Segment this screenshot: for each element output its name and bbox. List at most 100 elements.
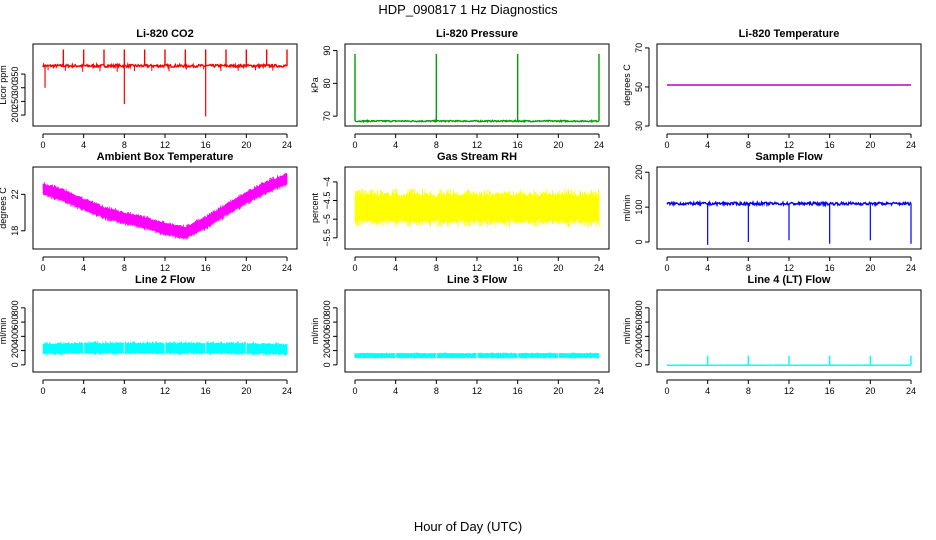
panel-7: Line 2 Flow 0 4 8 12 16 20 24 0 200400600800ml/mi… — [0, 274, 298, 396]
x-tick-label: 4 — [393, 386, 398, 396]
x-tick-label: 12 — [160, 263, 170, 273]
x-tick-label: 0 — [352, 263, 357, 273]
x-tick-label: 12 — [784, 386, 794, 396]
plot-frame — [656, 289, 922, 373]
x-tick-label: 24 — [594, 263, 604, 273]
y-axis-label: ml/min — [0, 318, 8, 345]
panel-title: Li-820 CO2 — [136, 28, 193, 40]
x-tick-label: 4 — [705, 140, 710, 150]
x-tick-label: 4 — [705, 263, 710, 273]
panel-title: Ambient Box Temperature — [97, 151, 234, 163]
panel-title: Line 2 Flow — [135, 274, 195, 286]
x-axis: 0 4 8 12 16 20 24 — [40, 379, 292, 396]
y-axis-label: ml/min — [622, 318, 632, 345]
x-axis: 0 4 8 12 16 20 24 — [352, 379, 604, 396]
x-tick-label: 8 — [434, 140, 439, 150]
x-tick-label: 24 — [282, 140, 292, 150]
y-tick-label: −4.5 — [322, 192, 332, 210]
panel-title: Li-820 Pressure — [436, 28, 518, 40]
x-tick-label: 4 — [81, 140, 86, 150]
x-tick-label: 8 — [746, 386, 751, 396]
y-axis-label: kPa — [310, 77, 320, 93]
panel-title: Li-820 Temperature — [739, 28, 840, 40]
y-tick-label: −5.5 — [322, 229, 332, 247]
x-tick-label: 20 — [865, 140, 875, 150]
x-tick-label: 0 — [40, 386, 45, 396]
y-tick-label: 0 — [634, 362, 644, 367]
x-tick-label: 12 — [472, 386, 482, 396]
panel-2: Li-820 Pressure 0 4 8 12 16 20 24 70 80 90 kPa — [310, 28, 610, 150]
y-tick-label: 22 — [10, 189, 20, 199]
panel-title: Sample Flow — [755, 151, 823, 163]
x-tick-label: 20 — [865, 263, 875, 273]
x-tick-label: 0 — [352, 140, 357, 150]
y-axis-label: ml/min — [310, 318, 320, 345]
x-tick-label: 8 — [122, 386, 127, 396]
y-tick-label: 600 — [322, 315, 332, 330]
x-axis: 0 4 8 12 16 20 24 — [352, 133, 604, 150]
y-axis: 0 100 200 — [634, 165, 650, 245]
y-tick-label: 90 — [322, 46, 332, 56]
x-tick-label: 16 — [513, 263, 523, 273]
x-tick-label: 12 — [160, 140, 170, 150]
x-tick-label: 16 — [513, 386, 523, 396]
plot-frame — [344, 43, 610, 127]
y-tick-label: 30 — [634, 121, 644, 131]
series — [354, 188, 600, 228]
x-tick-label: 16 — [825, 140, 835, 150]
y-tick-label: 800 — [322, 300, 332, 315]
x-tick-label: 20 — [241, 386, 251, 396]
y-tick-label: 800 — [634, 300, 644, 315]
x-tick-label: 24 — [906, 140, 916, 150]
x-tick-label: 16 — [825, 386, 835, 396]
x-tick-label: 16 — [201, 263, 211, 273]
panel-5: Gas Stream RH 0 4 8 12 16 20 24 −5.5 −5 −4.5 −4perc… — [310, 151, 610, 273]
y-axis: 70 80 90 — [322, 46, 338, 121]
y-axis: 30 50 70 — [634, 43, 650, 131]
y-tick-label: 400 — [634, 329, 644, 344]
x-tick-label: 12 — [472, 263, 482, 273]
y-tick-label: 70 — [322, 111, 332, 121]
x-tick-label: 0 — [664, 386, 669, 396]
y-tick-label: 0 — [634, 240, 644, 245]
y-tick-label: 0 — [322, 362, 332, 367]
x-axis: 0 4 8 12 16 20 24 — [664, 133, 916, 150]
x-axis: 0 4 8 12 16 20 24 — [352, 256, 604, 273]
y-tick-label: 50 — [634, 82, 644, 92]
plot-frame — [32, 289, 298, 373]
y-tick-label: 0 — [10, 362, 20, 367]
y-tick-label: 800 — [10, 300, 20, 315]
y-tick-label: 300 — [10, 80, 20, 95]
y-tick-label: 200 — [10, 343, 20, 358]
y-tick-label: 200 — [322, 343, 332, 358]
x-tick-label: 20 — [241, 140, 251, 150]
series — [666, 199, 912, 245]
plot-frame — [656, 43, 922, 127]
plot-frame — [344, 289, 610, 373]
figure-title: HDP_090817 1 Hz Diagnostics — [378, 2, 558, 17]
plot-frame — [344, 166, 610, 250]
y-axis-label: percent — [310, 192, 320, 223]
x-tick-label: 8 — [746, 140, 751, 150]
y-tick-label: 18 — [10, 226, 20, 236]
plot-frame — [32, 166, 298, 250]
x-tick-label: 20 — [865, 386, 875, 396]
x-tick-label: 0 — [352, 386, 357, 396]
x-tick-label: 8 — [434, 386, 439, 396]
x-axis: 0 4 8 12 16 20 24 — [40, 256, 292, 273]
x-tick-label: 24 — [594, 386, 604, 396]
series — [354, 53, 600, 124]
x-tick-label: 4 — [81, 386, 86, 396]
x-tick-label: 16 — [201, 140, 211, 150]
x-tick-label: 16 — [201, 386, 211, 396]
x-tick-label: 20 — [241, 263, 251, 273]
x-tick-label: 16 — [825, 263, 835, 273]
y-tick-label: 80 — [322, 78, 332, 88]
panel-8: Line 3 Flow 0 4 8 12 16 20 24 0 200400600800ml/mi… — [310, 274, 610, 396]
y-tick-label: 70 — [634, 43, 644, 53]
